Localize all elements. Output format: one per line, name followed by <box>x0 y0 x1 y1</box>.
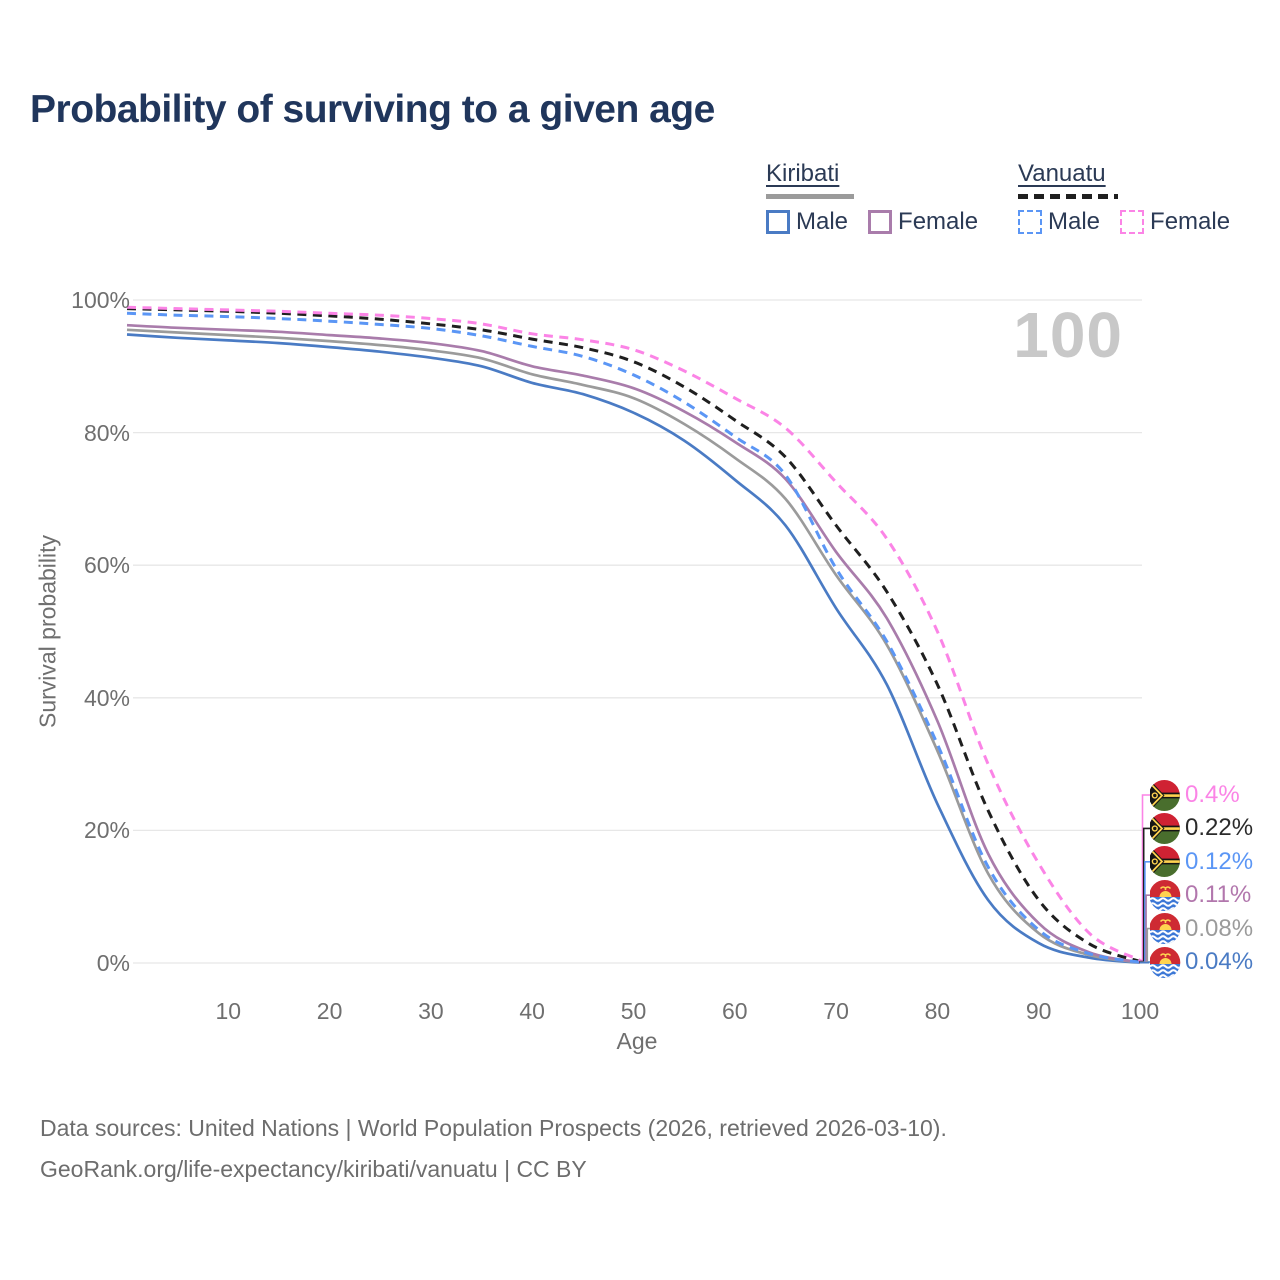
end-label-vanuatu-all[interactable]: 0.22% <box>1150 812 1253 844</box>
survival-chart <box>126 299 1150 965</box>
legend-item-vanuatu-female[interactable]: Female <box>1120 208 1230 236</box>
end-value-kiribati-female: 0.11% <box>1185 881 1252 909</box>
footer: Data sources: United Nations | World Pop… <box>40 1108 947 1190</box>
x-tick-10: 10 <box>215 998 242 1024</box>
legend-label-vanuatu-male: Male <box>1048 208 1101 235</box>
y-tick-0: 0% <box>96 950 130 976</box>
x-tick-70: 70 <box>823 998 849 1024</box>
vanuatu-flag-icon <box>1150 780 1181 811</box>
end-label-kiribati-male[interactable]: 0.04% <box>1150 946 1253 978</box>
line-kiribati-male[interactable] <box>126 333 1141 965</box>
legend-row-vanuatu: Male Female <box>1018 208 1244 236</box>
connector-kiribati-male <box>1140 961 1150 964</box>
legend-item-kiribati-female[interactable]: Female <box>868 208 978 236</box>
legend-country-kiribati[interactable]: Kiribati <box>766 160 840 187</box>
end-label-kiribati-all[interactable]: 0.08% <box>1150 913 1253 945</box>
vanuatu-line-swatch <box>1018 194 1118 199</box>
hover-age-watermark: 100 <box>1013 299 1123 371</box>
line-vanuatu-all[interactable] <box>126 307 1141 963</box>
vanuatu-female-swatch-icon <box>1120 210 1145 234</box>
y-tick-40: 40% <box>83 684 130 711</box>
y-tick-60: 60% <box>83 552 130 579</box>
legend-label-kiribati-female: Female <box>898 208 979 235</box>
x-tick-100: 100 <box>1120 998 1160 1024</box>
x-tick-30: 30 <box>418 998 444 1024</box>
vanuatu-flag-icon <box>1150 813 1181 844</box>
connector-vanuatu-male <box>1140 861 1150 963</box>
x-tick-50: 50 <box>620 998 647 1024</box>
end-label-vanuatu-female[interactable]: 0.4% <box>1150 779 1240 811</box>
kiribati-flag-icon <box>1150 913 1181 944</box>
y-axis-title: Survival probability <box>34 534 61 729</box>
kiribati-female-swatch-icon <box>868 210 893 234</box>
end-value-vanuatu-all: 0.22% <box>1185 814 1254 842</box>
y-tick-20: 20% <box>83 817 130 844</box>
y-tick-100: 100% <box>71 287 130 313</box>
x-tick-80: 80 <box>924 998 951 1024</box>
line-kiribati-female[interactable] <box>126 323 1141 964</box>
end-value-kiribati-male: 0.04% <box>1185 948 1254 975</box>
vanuatu-flag-icon <box>1150 846 1181 877</box>
attribution-text: GeoRank.org/life-expectancy/kiribati/van… <box>40 1156 587 1182</box>
end-value-vanuatu-male: 0.12% <box>1185 847 1254 875</box>
kiribati-line-swatch <box>766 194 854 199</box>
legend-label-vanuatu-female: Female <box>1150 208 1231 235</box>
line-kiribati-all[interactable] <box>126 328 1141 964</box>
end-value-vanuatu-female: 0.4% <box>1185 781 1240 808</box>
legend-group-kiribati: Kiribati Male Female <box>766 160 992 236</box>
page-title: Probability of surviving to a given age <box>30 88 715 131</box>
y-tick-80: 80% <box>83 419 130 446</box>
legend-label-kiribati-male: Male <box>796 208 849 235</box>
legend-group-vanuatu: Vanuatu Male Female <box>1018 160 1244 236</box>
legend-country-vanuatu[interactable]: Vanuatu <box>1018 160 1106 187</box>
kiribati-male-swatch-icon <box>766 210 790 234</box>
legend-row-kiribati: Male Female <box>766 208 992 236</box>
x-tick-40: 40 <box>519 998 545 1024</box>
data-sources-text: Data sources: United Nations | World Pop… <box>40 1115 947 1141</box>
end-label-vanuatu-male[interactable]: 0.12% <box>1150 846 1253 878</box>
kiribati-flag-icon <box>1150 947 1181 978</box>
kiribati-flag-icon <box>1150 880 1181 911</box>
legend-item-vanuatu-male[interactable]: Male <box>1018 208 1100 236</box>
legend-item-kiribati-male[interactable]: Male <box>766 208 848 236</box>
x-axis-title: Age <box>616 1028 658 1054</box>
line-vanuatu-female[interactable] <box>126 305 1141 962</box>
connector-vanuatu-female <box>1140 794 1150 962</box>
end-value-kiribati-all: 0.08% <box>1185 914 1254 942</box>
x-tick-60: 60 <box>722 998 748 1024</box>
vanuatu-male-swatch-icon <box>1018 210 1042 234</box>
x-tick-20: 20 <box>316 998 343 1024</box>
line-vanuatu-male[interactable] <box>126 311 1141 964</box>
x-tick-90: 90 <box>1025 998 1052 1024</box>
end-label-kiribati-female[interactable]: 0.11% <box>1150 879 1251 911</box>
